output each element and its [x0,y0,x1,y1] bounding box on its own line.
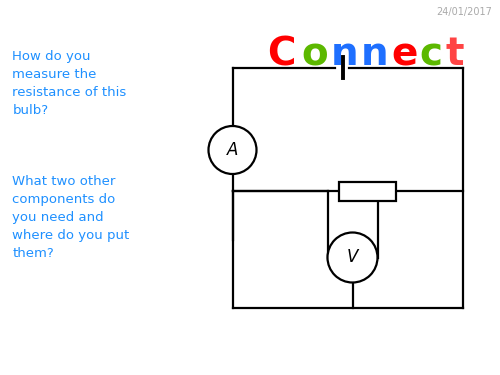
Text: n: n [361,35,388,73]
Bar [339,182,396,201]
Circle shape [328,232,378,282]
Text: 24/01/2017: 24/01/2017 [436,8,492,18]
Text: n: n [331,35,358,73]
Text: o: o [301,35,328,73]
Text: t: t [445,35,464,73]
Text: A: A [227,141,238,159]
Text: c: c [419,35,442,73]
Text: What two other
components do
you need and
where do you put
them?: What two other components do you need an… [12,175,130,260]
Text: V: V [347,249,358,267]
Text: e: e [391,35,417,73]
Circle shape [208,126,256,174]
Text: How do you
measure the
resistance of this
bulb?: How do you measure the resistance of thi… [12,50,127,117]
Text: C: C [268,35,296,73]
